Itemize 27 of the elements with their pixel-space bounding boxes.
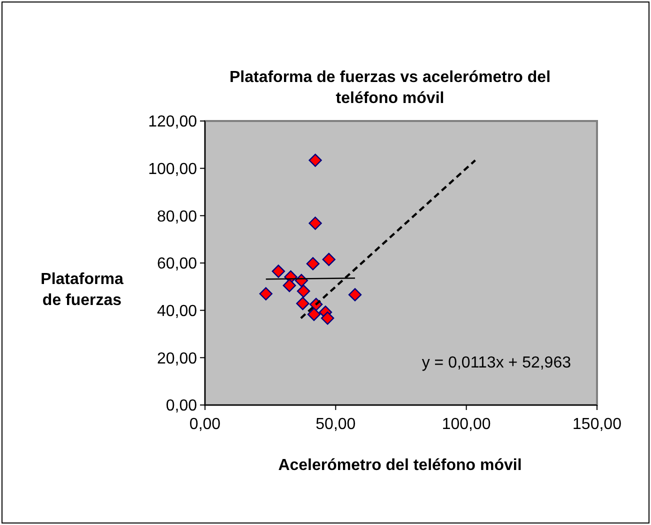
point bbox=[272, 264, 286, 278]
y-tick-label: 120,00 bbox=[148, 114, 198, 131]
x-tick-label: 150,00 bbox=[572, 416, 622, 433]
point bbox=[308, 154, 322, 167]
chart-title: Plataforma de fuerzas vs acelerómetro del teléfono móvil bbox=[229, 69, 551, 107]
y-tick-label: 60,00 bbox=[156, 256, 198, 273]
point bbox=[322, 252, 336, 266]
point bbox=[348, 288, 362, 302]
y-tick-label: 20,00 bbox=[156, 350, 198, 368]
point bbox=[307, 308, 321, 321]
point bbox=[282, 278, 296, 292]
y-tick-label: 100,00 bbox=[148, 160, 198, 178]
x-tick-label: 0,00 bbox=[189, 416, 221, 433]
point bbox=[306, 257, 320, 270]
y-tick-label: 40,00 bbox=[156, 302, 198, 320]
x-axis-title: Acelerómetro del teléfono móvil bbox=[278, 457, 522, 474]
point bbox=[296, 284, 310, 298]
point bbox=[320, 312, 334, 325]
y-tick-label: 80,00 bbox=[156, 208, 198, 226]
point bbox=[308, 216, 322, 230]
point bbox=[296, 296, 310, 310]
y-axis-title: Plataforma de fuerzas bbox=[40, 271, 124, 309]
x-tick-label: 100,00 bbox=[442, 416, 491, 433]
x-tick-label: 50,00 bbox=[316, 416, 356, 433]
y-tick-label: 0,00 bbox=[166, 398, 198, 415]
annotation: y = 0,0113x + 52,963 bbox=[422, 354, 572, 372]
point bbox=[259, 287, 272, 300]
